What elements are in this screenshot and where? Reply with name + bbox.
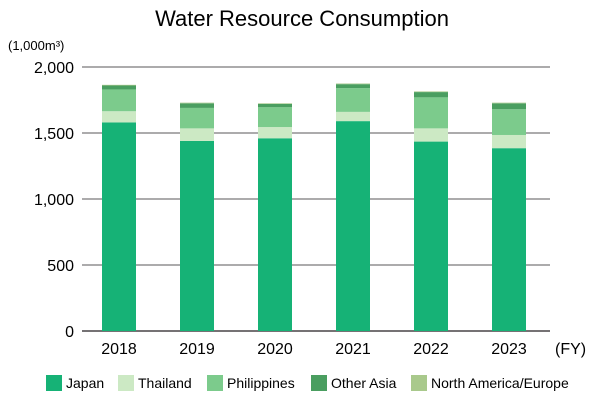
y-tick-label: 0 (65, 324, 74, 341)
bar-segment (336, 121, 370, 332)
bar-segment (180, 140, 214, 331)
chart-title: Water Resource Consumption (155, 6, 449, 31)
bar-segment (258, 138, 292, 331)
y-tick-label: 1,500 (34, 126, 74, 143)
legend-label: North America/Europe (431, 375, 569, 391)
bar-segment (102, 111, 136, 123)
bar-segment (102, 122, 136, 331)
bar-segment (102, 84, 136, 86)
y-axis-ticks: 0 500 1,000 1,500 2,000 (34, 60, 74, 341)
legend-swatch (118, 375, 134, 391)
bar-segment (102, 89, 136, 112)
legend-swatch (207, 375, 223, 391)
legend-label: Philippines (227, 375, 295, 391)
x-axis-ticks: 2018 2019 2020 2021 2022 2023 (101, 341, 527, 358)
bar-segment (492, 148, 526, 331)
legend-swatch (46, 375, 62, 391)
bar-segment (336, 88, 370, 112)
legend-swatch (411, 375, 427, 391)
bar-segment (414, 128, 448, 142)
x-tick-label: 2020 (257, 341, 293, 358)
bar-segment (492, 103, 526, 110)
bar-segment (492, 102, 526, 104)
bar-segment (336, 111, 370, 122)
bar-segment (414, 97, 448, 129)
x-tick-label: 2019 (179, 341, 215, 358)
gridlines (82, 66, 550, 332)
bar-segment (102, 85, 136, 90)
y-axis-unit: (1,000m³) (8, 38, 64, 53)
legend: Japan Thailand Philippines Other Asia North … (46, 375, 569, 391)
bar-segment (492, 134, 526, 149)
x-tick-label: 2021 (335, 341, 371, 358)
legend-label: Other Asia (331, 375, 397, 391)
x-tick-label: 2022 (413, 341, 449, 358)
bar-segment (336, 83, 370, 85)
y-tick-label: 1,000 (34, 192, 74, 209)
x-tick-label: 2018 (101, 341, 137, 358)
x-tick-label: 2023 (491, 341, 527, 358)
bar-segment (180, 103, 214, 108)
bar-segment (258, 103, 292, 104)
bar-segment (414, 91, 448, 93)
bar-segment (258, 103, 292, 108)
bar-segment (180, 128, 214, 141)
y-tick-label: 2,000 (34, 60, 74, 77)
legend-label: Japan (66, 375, 104, 391)
y-tick-label: 500 (47, 258, 74, 275)
bar-segment (414, 141, 448, 331)
legend-swatch (311, 375, 327, 391)
bar-segment (492, 109, 526, 135)
bar-segment (258, 127, 292, 139)
bar-segment (258, 107, 292, 128)
bars (102, 83, 526, 332)
x-axis-unit: (FY) (555, 341, 586, 358)
bar-segment (180, 107, 214, 129)
bar-segment (414, 92, 448, 98)
legend-label: Thailand (138, 375, 192, 391)
bar-segment (180, 102, 214, 104)
bar-segment (336, 84, 370, 89)
